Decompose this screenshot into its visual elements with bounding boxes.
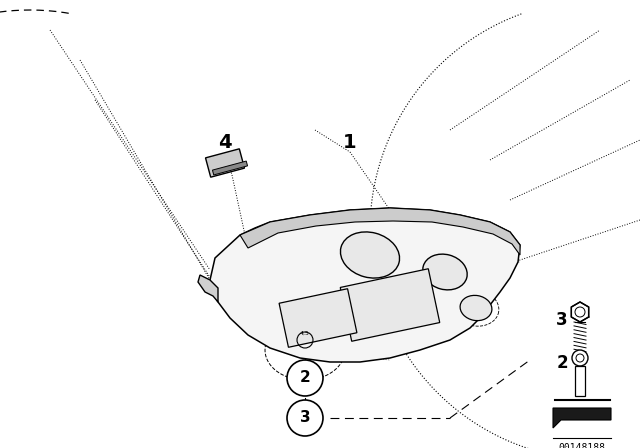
- Text: 3: 3: [300, 410, 310, 426]
- Text: 3: 3: [556, 311, 568, 329]
- Ellipse shape: [340, 232, 399, 278]
- Text: 2: 2: [300, 370, 310, 385]
- Text: 00148188: 00148188: [559, 443, 605, 448]
- Text: 4: 4: [218, 134, 232, 152]
- Polygon shape: [553, 408, 611, 428]
- Polygon shape: [205, 149, 244, 177]
- Text: 1: 1: [343, 133, 357, 151]
- Circle shape: [287, 360, 323, 396]
- Text: 4,5: 4,5: [300, 331, 310, 336]
- Polygon shape: [572, 302, 589, 322]
- Polygon shape: [279, 289, 357, 347]
- Polygon shape: [340, 269, 440, 341]
- Polygon shape: [575, 366, 585, 396]
- Polygon shape: [210, 208, 520, 362]
- Ellipse shape: [423, 254, 467, 290]
- Polygon shape: [212, 161, 248, 175]
- Circle shape: [572, 350, 588, 366]
- Circle shape: [287, 400, 323, 436]
- Ellipse shape: [460, 295, 492, 321]
- Text: 2: 2: [556, 354, 568, 372]
- Polygon shape: [240, 208, 520, 255]
- Polygon shape: [198, 275, 218, 302]
